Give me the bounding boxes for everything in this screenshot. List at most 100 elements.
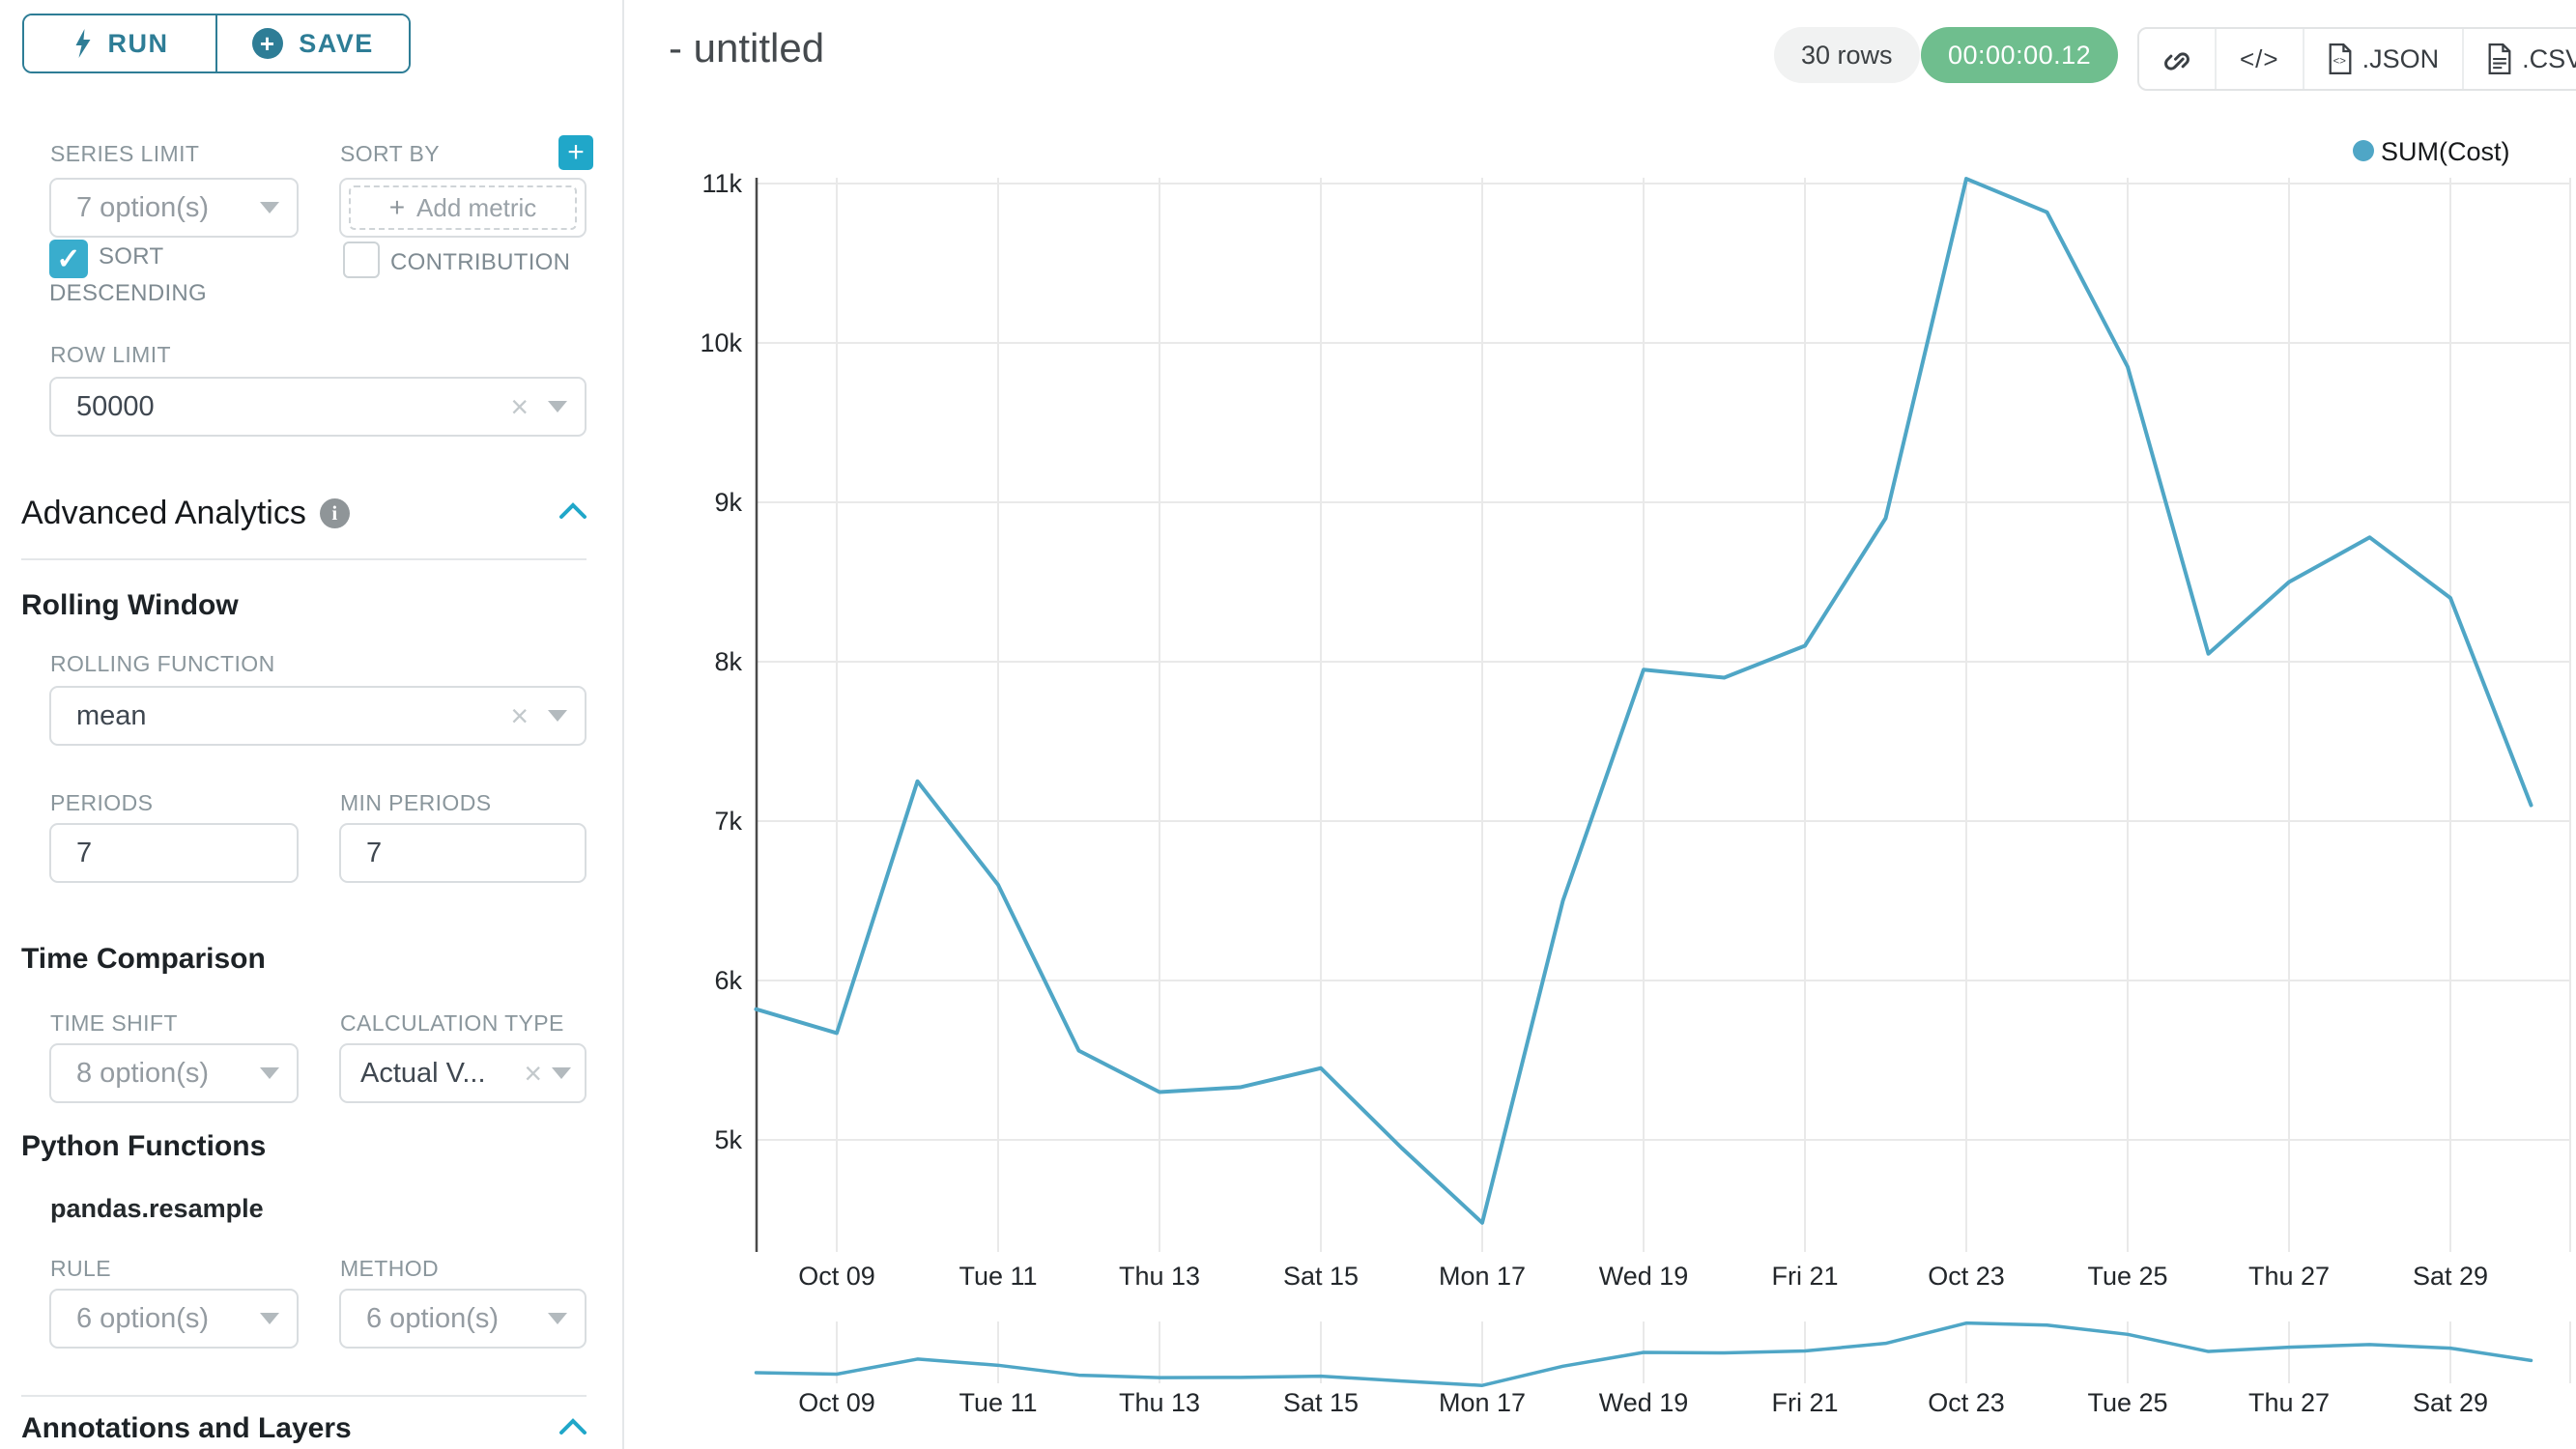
export-json-button[interactable]: <> .JSON: [2302, 29, 2463, 89]
control-panel-sidebar: RUN + SAVE SERIES LIMIT SORT BY + 7 opti…: [0, 0, 624, 1449]
checkmark-icon: ✓: [56, 242, 81, 275]
periods-input[interactable]: 7: [49, 823, 299, 883]
row-limit-label: ROW LIMIT: [50, 342, 171, 367]
query-timer-badge: 00:00:00.12: [1921, 27, 2119, 83]
svg-text:<>: <>: [2333, 56, 2346, 68]
minimap-x-tick-label: Wed 19: [1599, 1388, 1689, 1417]
row-limit-value: 50000: [76, 390, 155, 422]
x-axis-tick-label: Fri 21: [1771, 1262, 1838, 1291]
rule-select[interactable]: 6 option(s): [49, 1289, 299, 1349]
plus-icon: +: [567, 136, 585, 168]
caret-down-icon[interactable]: [260, 1313, 279, 1324]
x-axis-tick-label: Mon 17: [1439, 1262, 1526, 1291]
x-axis-tick-label: Tue 25: [2087, 1262, 2167, 1291]
rolling-function-select[interactable]: mean ×: [49, 686, 587, 746]
legend-label[interactable]: SUM(Cost): [2381, 137, 2510, 166]
info-icon[interactable]: i: [319, 498, 350, 528]
caret-down-icon[interactable]: [548, 710, 567, 722]
min-periods-value: 7: [366, 837, 383, 868]
embed-code-button[interactable]: </>: [2215, 29, 2303, 89]
minimap-x-tick-label: Fri 21: [1771, 1388, 1838, 1417]
contribution-label: CONTRIBUTION: [390, 249, 571, 275]
code-brackets-icon: </>: [2240, 43, 2279, 73]
section-divider: [21, 558, 587, 560]
caret-down-icon[interactable]: [552, 1067, 571, 1079]
x-axis-tick-label: Wed 19: [1599, 1262, 1689, 1291]
python-functions-title: Python Functions: [21, 1130, 267, 1162]
rolling-window-title: Rolling Window: [21, 589, 239, 621]
sort-descending-checkbox[interactable]: ✓: [49, 240, 88, 278]
main-series-line: [754, 177, 2533, 1225]
save-button-label: SAVE: [299, 28, 374, 58]
caret-down-icon[interactable]: [260, 1067, 279, 1079]
x-axis-tick-label: Oct 09: [798, 1262, 875, 1291]
minimap-x-tick-label: Oct 23: [1928, 1388, 2005, 1417]
export-csv-button[interactable]: .CSV: [2462, 29, 2576, 89]
plus-icon: +: [388, 192, 406, 222]
save-button[interactable]: + SAVE: [217, 15, 409, 71]
calculation-type-select[interactable]: Actual V... ×: [339, 1043, 587, 1103]
method-select[interactable]: 6 option(s): [339, 1289, 587, 1349]
minimap-x-tick-label: Thu 13: [1119, 1388, 1200, 1417]
clear-icon[interactable]: ×: [510, 698, 529, 733]
series-limit-value: 7 option(s): [76, 191, 210, 223]
time-shift-label: TIME SHIFT: [50, 1010, 178, 1036]
x-axis-tick-label: Sat 15: [1283, 1262, 1359, 1291]
section-divider: [21, 1395, 587, 1397]
chevron-up-icon[interactable]: [558, 500, 587, 522]
pandas-resample-label: pandas.resample: [50, 1194, 264, 1223]
clear-icon[interactable]: ×: [524, 1056, 542, 1091]
file-code-icon: <>: [2329, 43, 2352, 74]
file-lines-icon: [2488, 43, 2511, 74]
x-axis-tick-label: Sat 29: [2413, 1262, 2488, 1291]
caret-down-icon[interactable]: [260, 202, 279, 213]
rolling-function-value: mean: [76, 699, 147, 731]
advanced-analytics-title: Advanced Analytics: [21, 495, 306, 531]
rolling-function-label: ROLLING FUNCTION: [50, 651, 275, 676]
lightning-bolt-icon: [75, 29, 90, 58]
min-periods-input[interactable]: 7: [339, 823, 587, 883]
contribution-checkbox[interactable]: [343, 242, 380, 278]
sort-descending-label-1: SORT: [99, 243, 164, 270]
minimap-x-tick-label: Oct 09: [798, 1388, 875, 1417]
run-save-button-group: RUN + SAVE: [22, 14, 411, 73]
minimap-x-tick-label: Thu 27: [2248, 1388, 2330, 1417]
series-limit-label: SERIES LIMIT: [50, 141, 200, 166]
periods-value: 7: [76, 837, 93, 868]
y-axis-tick-label: 7k: [714, 807, 742, 836]
x-axis-tick-label: Thu 27: [2248, 1262, 2330, 1291]
y-axis-tick-label: 10k: [700, 328, 742, 357]
x-axis-tick-label: Tue 11: [959, 1262, 1037, 1291]
rule-value: 6 option(s): [76, 1302, 210, 1334]
series-limit-select[interactable]: 7 option(s): [49, 178, 299, 238]
row-limit-select[interactable]: 50000 ×: [49, 377, 587, 437]
minimap-x-tick-label: Sat 15: [1283, 1388, 1359, 1417]
export-csv-label: .CSV: [2522, 43, 2576, 73]
add-sort-metric-button[interactable]: +: [558, 135, 593, 170]
min-periods-label: MIN PERIODS: [340, 790, 492, 815]
plus-circle-icon: +: [252, 28, 284, 59]
chart-title[interactable]: - untitled: [669, 25, 825, 71]
y-axis-tick-label: 9k: [714, 488, 742, 517]
annotations-layers-title: Annotations and Layers: [21, 1412, 352, 1444]
chevron-up-icon[interactable]: [558, 1416, 587, 1437]
share-link-button[interactable]: [2139, 29, 2215, 89]
advanced-analytics-header: Advanced Analytics i: [21, 495, 350, 532]
method-label: METHOD: [340, 1256, 440, 1281]
periods-label: PERIODS: [50, 790, 154, 815]
calculation-type-label: CALCULATION TYPE: [340, 1010, 564, 1036]
legend-marker-icon[interactable]: [2353, 140, 2374, 161]
clear-icon[interactable]: ×: [510, 389, 529, 424]
y-axis-tick-label: 8k: [714, 647, 742, 676]
minimap-series-line: [754, 1321, 2533, 1387]
minimap-x-tick-label: Mon 17: [1439, 1388, 1526, 1417]
minimap-x-tick-label: Tue 11: [959, 1388, 1037, 1417]
method-value: 6 option(s): [366, 1302, 500, 1334]
caret-down-icon[interactable]: [548, 401, 567, 412]
chain-link-icon: [2164, 52, 2190, 71]
time-shift-select[interactable]: 8 option(s): [49, 1043, 299, 1103]
run-button[interactable]: RUN: [24, 15, 217, 71]
sort-by-add-metric[interactable]: + Add metric: [339, 178, 587, 238]
caret-down-icon[interactable]: [548, 1313, 567, 1324]
